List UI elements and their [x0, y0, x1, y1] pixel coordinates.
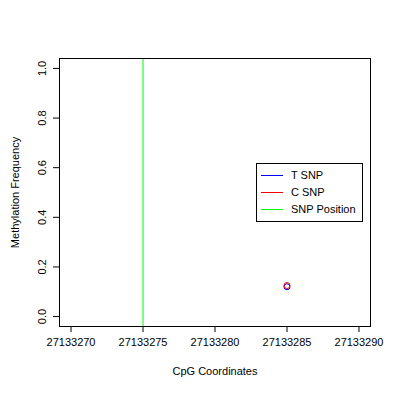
svg-text:0.0: 0.0 [36, 309, 48, 324]
svg-text:27133270: 27133270 [47, 336, 96, 348]
svg-text:27133285: 27133285 [263, 336, 312, 348]
svg-text:0.2: 0.2 [36, 259, 48, 274]
html-text:T SNP: T SNP [291, 169, 324, 181]
svg-text:27133275: 27133275 [119, 336, 168, 348]
svg-text:CpG Coordinates: CpG Coordinates [173, 365, 258, 377]
svg-text:0.4: 0.4 [36, 210, 48, 225]
svg-text:1.0: 1.0 [36, 61, 48, 76]
html-text:C SNP: C SNP [291, 186, 325, 198]
svg-text:27133290: 27133290 [335, 336, 384, 348]
svg-text:0.6: 0.6 [36, 160, 48, 175]
svg-text:27133280: 27133280 [191, 336, 240, 348]
svg-text:0.8: 0.8 [36, 110, 48, 125]
html-text:SNP Position: SNP Position [291, 203, 356, 215]
svg-text:Methylation Frequency: Methylation Frequency [9, 136, 21, 248]
